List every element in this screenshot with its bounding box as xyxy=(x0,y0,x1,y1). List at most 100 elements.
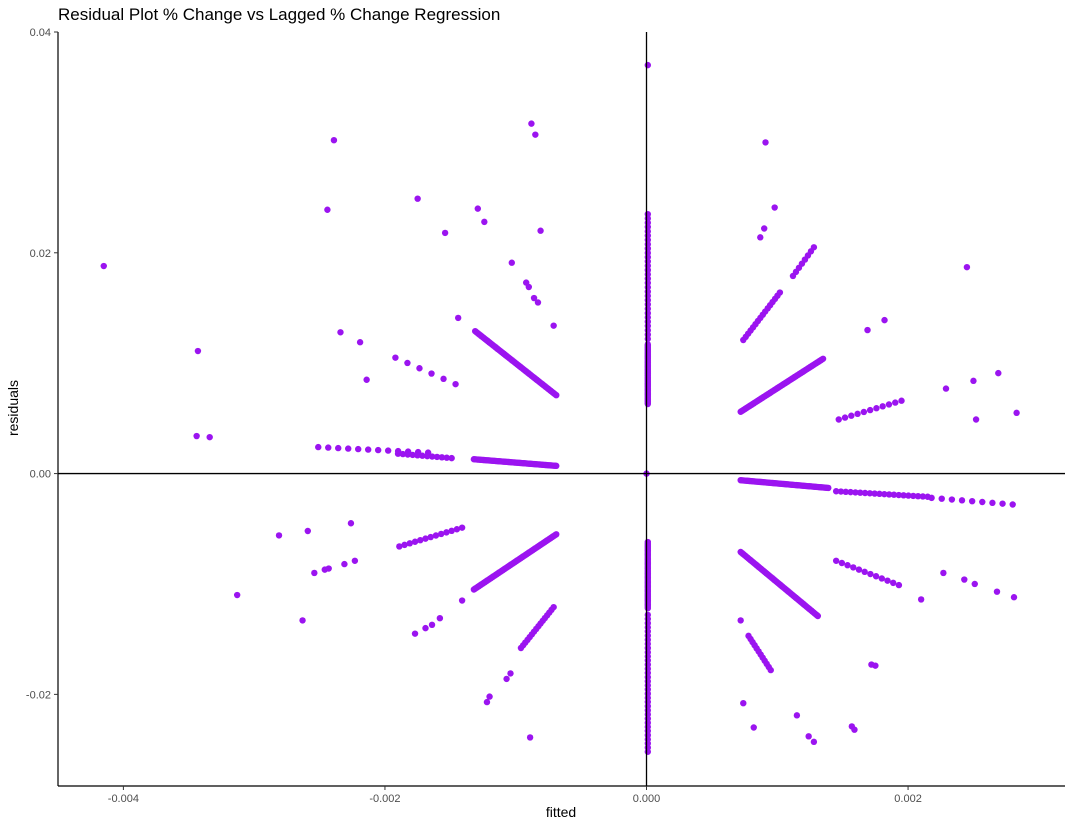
data-point xyxy=(335,444,342,452)
data-point xyxy=(530,294,538,302)
y-tick-label: -0.02 xyxy=(26,689,51,701)
data-point xyxy=(452,380,459,388)
data-point xyxy=(428,370,435,377)
data-point xyxy=(363,376,370,383)
data-point xyxy=(900,492,907,499)
data-point xyxy=(550,603,557,611)
data-point xyxy=(432,532,440,539)
data-point xyxy=(761,225,768,232)
data-point xyxy=(890,579,897,587)
points-layer xyxy=(100,61,1020,755)
data-point xyxy=(841,414,849,421)
data-point xyxy=(341,560,348,568)
data-point xyxy=(876,490,883,498)
data-point xyxy=(866,490,874,497)
data-point xyxy=(483,698,491,706)
data-point xyxy=(553,531,560,538)
data-point xyxy=(330,136,338,144)
x-axis-title: fitted xyxy=(546,804,576,820)
data-point xyxy=(392,354,399,361)
data-point xyxy=(194,347,202,355)
data-point xyxy=(454,314,462,322)
data-point xyxy=(737,617,744,624)
data-point xyxy=(411,630,419,637)
data-point xyxy=(384,447,392,454)
data-point xyxy=(852,489,859,496)
data-point xyxy=(324,206,331,213)
data-point xyxy=(422,535,429,542)
data-point xyxy=(979,498,986,506)
data-point xyxy=(409,451,416,459)
data-point xyxy=(419,452,426,459)
data-point xyxy=(453,526,461,533)
data-point xyxy=(892,399,899,406)
data-point xyxy=(871,490,878,497)
data-point xyxy=(835,416,842,423)
data-point xyxy=(644,341,652,348)
data-point xyxy=(311,569,318,577)
data-point xyxy=(553,392,560,399)
data-point xyxy=(534,299,542,306)
data-point xyxy=(879,403,886,410)
data-point xyxy=(855,566,863,573)
data-point xyxy=(928,494,935,502)
data-point xyxy=(644,210,652,218)
data-point xyxy=(895,491,902,499)
data-point xyxy=(428,621,436,629)
y-tick-label: 0.00 xyxy=(30,469,51,481)
data-point xyxy=(193,432,200,440)
data-point xyxy=(443,454,450,461)
data-point xyxy=(486,693,493,700)
data-point xyxy=(537,227,544,234)
data-point xyxy=(793,712,801,719)
data-point xyxy=(399,450,407,458)
x-tick-label: -0.002 xyxy=(369,793,400,805)
data-point xyxy=(422,624,429,632)
data-point xyxy=(481,218,488,226)
data-point xyxy=(842,488,849,496)
data-point xyxy=(810,738,818,746)
data-point xyxy=(895,581,903,589)
data-point xyxy=(810,244,818,251)
data-point xyxy=(825,484,832,492)
data-point xyxy=(553,462,560,470)
data-point xyxy=(878,575,885,582)
data-point xyxy=(364,446,372,453)
data-point xyxy=(233,591,241,599)
data-point xyxy=(355,445,362,453)
data-point xyxy=(448,527,455,534)
data-point xyxy=(404,359,411,367)
data-point xyxy=(428,453,436,460)
data-point xyxy=(525,283,533,291)
data-point xyxy=(854,410,861,418)
data-point xyxy=(767,666,774,674)
data-point xyxy=(347,520,355,527)
y-tick-label: 0.02 xyxy=(30,248,51,260)
data-point xyxy=(443,529,450,536)
data-point xyxy=(351,557,359,564)
data-point xyxy=(848,412,855,419)
data-point xyxy=(771,204,778,211)
data-point xyxy=(938,495,945,502)
data-point xyxy=(972,416,980,423)
data-point xyxy=(275,532,283,539)
data-point xyxy=(100,262,107,270)
data-point xyxy=(805,733,812,740)
data-point xyxy=(999,500,1006,507)
chart-title: Residual Plot % Change vs Lagged % Chang… xyxy=(58,5,500,24)
x-tick-label: 0.002 xyxy=(894,793,922,805)
data-point xyxy=(995,369,1002,377)
data-point xyxy=(507,670,514,677)
data-point xyxy=(989,499,996,507)
data-point xyxy=(861,489,869,497)
x-tick-label: 0.000 xyxy=(633,793,661,805)
data-point xyxy=(550,322,557,329)
data-point xyxy=(406,540,413,547)
data-point xyxy=(644,748,652,755)
data-point xyxy=(414,452,421,459)
data-point xyxy=(740,700,747,707)
data-point xyxy=(394,450,402,457)
data-point xyxy=(474,205,481,212)
data-point xyxy=(970,377,977,385)
data-point xyxy=(884,577,891,584)
